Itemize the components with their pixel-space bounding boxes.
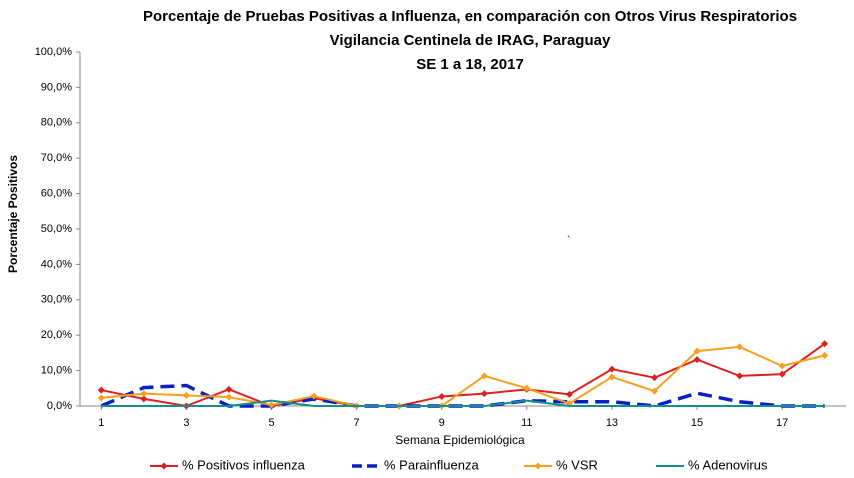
point — [480, 372, 488, 380]
point — [268, 401, 275, 409]
y-tick-label: 90,0% — [41, 81, 72, 93]
point — [182, 391, 190, 399]
point — [225, 393, 233, 401]
legend-label: % VSR — [556, 457, 598, 472]
series-line — [101, 345, 825, 407]
point — [693, 347, 701, 355]
x-tick-label: 1 — [98, 417, 104, 429]
point — [693, 356, 701, 364]
annotation: ` — [567, 235, 571, 247]
point — [97, 394, 105, 402]
y-tick-label: 100,0% — [35, 46, 73, 58]
point — [651, 387, 658, 395]
legend-marker — [534, 462, 542, 470]
point — [140, 395, 148, 403]
point — [778, 362, 786, 370]
chart-title: Vigilancia Centinela de IRAG, Paraguay — [330, 32, 611, 49]
series-line — [100, 383, 825, 408]
point — [651, 374, 658, 382]
point — [778, 370, 786, 378]
legend-marker — [160, 462, 168, 470]
series-line — [101, 342, 826, 408]
x-axis-label: Semana Epidemiológica — [395, 433, 525, 447]
x-tick-label: 3 — [183, 417, 189, 429]
y-tick-label: 30,0% — [41, 294, 72, 306]
point — [821, 340, 829, 348]
point — [608, 373, 616, 381]
point — [523, 384, 531, 392]
chart-title: Porcentaje de Pruebas Positivas a Influe… — [143, 8, 797, 25]
x-tick-label: 5 — [268, 417, 274, 429]
point — [608, 365, 616, 373]
point — [310, 392, 318, 400]
x-tick-label: 13 — [606, 417, 618, 429]
y-tick-label: 40,0% — [41, 258, 72, 270]
point — [97, 386, 105, 394]
point — [480, 390, 488, 398]
legend-label: % Parainfluenza — [384, 457, 479, 472]
y-tick-label: 80,0% — [41, 117, 72, 129]
series-line — [101, 399, 825, 407]
x-tick-label: 17 — [776, 417, 788, 429]
x-tick-label: 15 — [691, 417, 703, 429]
point — [821, 351, 829, 359]
point — [225, 385, 233, 393]
x-tick-label: 9 — [439, 417, 445, 429]
y-axis-label: Porcentaje Positivos — [6, 155, 20, 273]
point — [736, 343, 744, 351]
y-tick-label: 70,0% — [41, 152, 72, 164]
chart-title: SE 1 a 18, 2017 — [416, 56, 524, 73]
legend-label: % Adenovirus — [688, 457, 768, 472]
point — [565, 390, 573, 398]
point — [736, 372, 744, 380]
y-tick-label: 20,0% — [41, 329, 72, 341]
y-tick-label: 50,0% — [41, 223, 72, 235]
y-tick-label: 10,0% — [41, 365, 72, 377]
point — [438, 392, 446, 400]
x-tick-label: 11 — [521, 417, 532, 429]
y-tick-label: 0,0% — [47, 400, 72, 412]
legend-label: % Positivos influenza — [182, 457, 306, 472]
y-tick-label: 60,0% — [41, 188, 72, 200]
point — [140, 390, 148, 398]
x-tick-label: 7 — [354, 417, 360, 429]
